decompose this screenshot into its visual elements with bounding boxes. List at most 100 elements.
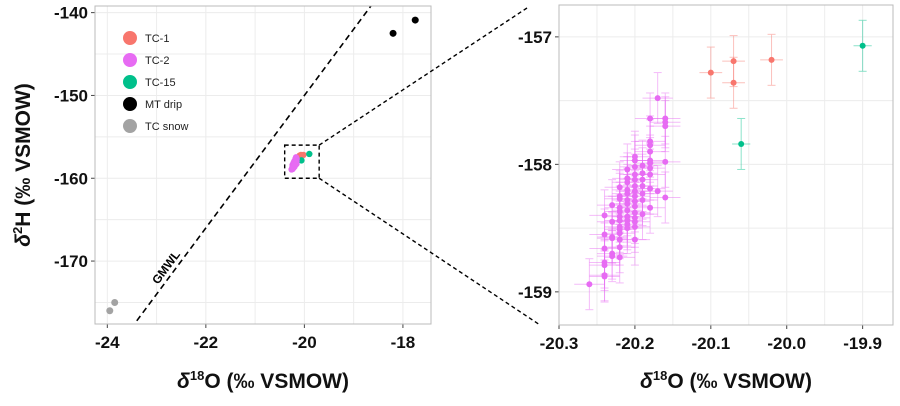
point-tc-2 [647,115,654,122]
point-tc-2 [631,198,638,205]
point-tc-2 [647,148,654,155]
point-tc-2 [631,176,638,183]
point-tc-2 [654,95,661,102]
point-tc-2 [609,253,616,260]
point-tc-2 [616,236,623,243]
x-tick-label: -20 [292,333,317,352]
point-tc-1 [707,69,714,76]
point-tc-2 [624,190,631,197]
point-tc-1 [768,56,775,63]
point-tc-2 [662,194,669,201]
point-tc-2 [631,157,638,164]
point-tc-2 [624,225,631,232]
point-tc-2 [631,209,638,216]
point-tc-2 [639,162,646,169]
point-tc-2 [647,160,654,167]
point-tc-2 [601,262,608,269]
legend-marker-tc-15 [123,75,137,89]
point-tc-2 [654,188,661,195]
point-tc-2 [647,171,654,178]
point-tc-2 [609,218,616,225]
point-tc-2 [631,236,638,243]
point-tc-2 [662,158,669,165]
y-tick-label: -170 [54,252,88,271]
plot-border [558,4,894,326]
point-tc-2 [631,218,638,225]
y-tick-label: -140 [54,4,88,23]
legend-marker-mt-drip [123,97,137,111]
x-tick-label: -20.1 [691,334,730,353]
legend-label: TC-15 [145,77,176,89]
point-tc-2 [601,245,608,252]
point-tc-2 [639,183,646,190]
point-tc-2 [639,197,646,204]
x-tick-label: -20.3 [540,334,579,353]
y-tick-label: -159 [518,283,552,302]
overview-point-tc-2 [293,160,300,168]
point-tc-snow [111,298,119,306]
zoom-panel: -20.3 -20.2 -20.1 -20.0 -19.9 -157 -158 -159 [518,4,894,353]
point-tc-1 [730,79,737,86]
overview-panel: -24 -22 -20 -18-140-150-160-170 GMWLTC-1TC-2… [54,4,432,352]
legend-label: TC-1 [145,33,169,45]
point-tc-2 [662,123,669,130]
point-tc-2 [639,176,646,183]
legend-label: TC-2 [145,55,169,67]
overview-point-tc-15 [298,157,305,164]
legend-label: MT drip [145,99,182,111]
point-tc-2 [639,170,646,177]
point-tc-2 [609,202,616,209]
zoom-box [283,144,320,179]
point-tc-snow [106,307,114,315]
point-tc-2 [616,208,623,215]
x-tick-label: -18 [391,333,416,352]
y-tick-label: -157 [518,28,552,47]
point-tc-15 [859,42,866,49]
x-tick-label: -24 [95,333,120,352]
legend-marker-tc-1 [123,31,137,45]
point-tc-2 [631,188,638,195]
point-tc-2 [616,217,623,224]
point-tc-2 [631,223,638,230]
point-tc-2 [601,273,608,280]
connector-bottom [318,177,541,326]
y-tick-label: -160 [54,169,88,188]
point-tc-2 [631,163,638,170]
point-tc-1 [730,58,737,65]
point-tc-2 [616,230,623,237]
y-tick-label: -150 [54,86,88,105]
point-tc-2 [639,211,646,218]
plot-border [94,5,432,325]
point-tc-2 [639,190,646,197]
zoom-connector-lines [318,7,541,326]
legend-marker-tc-2 [123,53,137,67]
x-tick-label: -20.0 [767,334,806,353]
y-tick-label: -158 [518,155,552,174]
point-tc-2 [616,254,623,261]
plot-background [559,5,893,325]
left-x-axis-title: δ18O (‰ VSMOW) [177,368,349,393]
point-tc-15 [738,140,745,147]
point-mt-drip [389,29,397,37]
point-tc-2 [631,193,638,200]
left-y-axis-title: δ2H (‰ VSMOW) [10,83,35,247]
overview-point-tc-1 [300,151,307,159]
point-tc-2 [631,171,638,178]
plot-background [95,6,431,324]
x-tick-label: -19.9 [843,334,882,353]
point-tc-2 [601,212,608,219]
overview-point-tc-15 [306,150,313,158]
point-tc-2 [647,142,654,149]
legend-label: TC snow [145,121,188,133]
point-tc-2 [609,235,616,242]
point-tc-2 [624,166,631,173]
point-tc-2 [616,195,623,202]
point-tc-2 [631,203,638,210]
point-tc-2 [586,281,593,288]
point-mt-drip [411,16,419,24]
x-tick-label: -22 [194,333,219,352]
right-x-axis-title: δ18O (‰ VSMOW) [640,368,812,393]
point-tc-2 [616,184,623,191]
point-tc-2 [631,183,638,190]
